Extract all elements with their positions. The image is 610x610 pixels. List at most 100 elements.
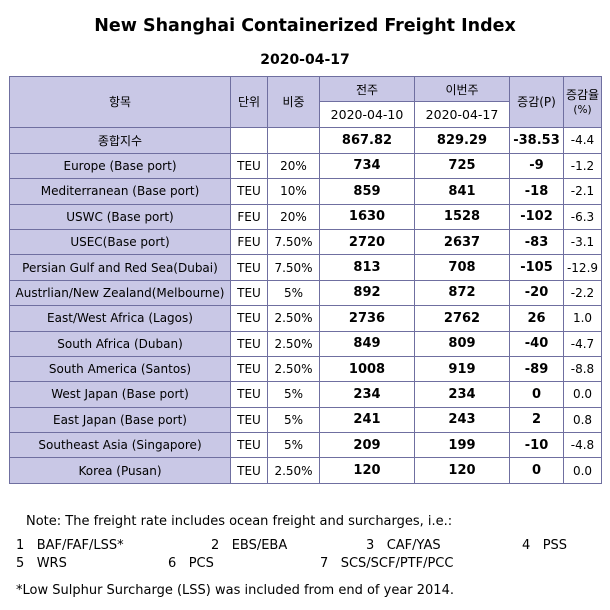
surcharge-num: 3 [366, 538, 375, 553]
route-curr: 872 [414, 279, 510, 307]
route-rate: -3.1 [563, 228, 602, 256]
route-unit: TEU [230, 330, 268, 357]
route-curr: 919 [414, 355, 510, 383]
route-curr: 1528 [414, 203, 510, 230]
note-text: Note: The freight rate includes ocean fr… [26, 514, 453, 529]
header-change-rate: 증감율 (%) [563, 76, 602, 128]
composite-rate: -4.4 [563, 126, 602, 154]
route-weight: 5% [267, 279, 320, 307]
route-weight: 5% [267, 406, 320, 434]
table-row: Persian Gulf and Red Sea(Dubai) TEU 7.50% 8… [9, 254, 602, 281]
route-unit: FEU [230, 203, 268, 230]
table-row: South Africa (Duban) TEU 2.50% 849 809 -40 -4.… [9, 330, 602, 357]
surcharge-num: 5 [16, 556, 25, 571]
composite-change: -38.53 [509, 126, 564, 154]
route-prev: 234 [319, 381, 415, 408]
route-unit: TEU [230, 305, 268, 332]
table-row: Europe (Base port) TEU 20% 734 725 -9 -1.2 [9, 152, 602, 180]
route-unit: TEU [230, 254, 268, 281]
surcharge-item: 5 WRS [16, 556, 67, 571]
route-change: 0 [509, 381, 564, 408]
route-unit: TEU [230, 457, 268, 484]
route-change: -40 [509, 330, 564, 357]
route-rate: -4.8 [563, 432, 602, 459]
route-weight: 2.50% [267, 457, 320, 484]
route-change: -89 [509, 355, 564, 383]
composite-prev: 867.82 [319, 126, 415, 154]
route-change: -102 [509, 203, 564, 230]
route-unit: TEU [230, 406, 268, 434]
route-change: -20 [509, 279, 564, 307]
route-rate: 0.0 [563, 381, 602, 408]
header-change-rate-line1: 증감율 [565, 88, 600, 103]
route-change: -10 [509, 432, 564, 459]
report-date: 2020-04-17 [260, 52, 350, 68]
table-row: Southeast Asia (Singapore) TEU 5% 209 199 -10… [9, 432, 602, 459]
route-rate: 0.8 [563, 406, 602, 434]
table-row: USEC(Base port) FEU 7.50% 2720 2637 -83 -3.1 [9, 228, 602, 256]
route-curr: 199 [414, 432, 510, 459]
route-rate: -1.2 [563, 152, 602, 180]
route-weight: 20% [267, 152, 320, 180]
composite-weight-empty [267, 127, 320, 154]
route-prev: 849 [319, 330, 415, 357]
surcharge-label: SCS/SCF/PTF/PCC [340, 556, 454, 571]
surcharge-label: CAF/YAS [386, 538, 441, 553]
route-curr: 2637 [414, 228, 510, 256]
header-row: 항목 단위 비중 전주 이번주 증감(P) 증감율 (%) [9, 75, 602, 128]
header-unit: 단위 [230, 76, 268, 128]
surcharge-label: BAF/FAF/LSS* [36, 538, 124, 553]
route-curr: 234 [414, 381, 510, 408]
table-row: USWC (Base port) FEU 20% 1630 1528 -102 -6.3 [9, 203, 602, 230]
route-prev: 734 [319, 152, 415, 180]
header-item: 항목 [9, 76, 231, 128]
route-change: 0 [509, 457, 564, 484]
route-name: Austrlian/New Zealand(Melbourne) [9, 279, 231, 307]
route-prev: 813 [319, 254, 415, 281]
composite-label: 종합지수 [9, 126, 231, 154]
route-unit: TEU [230, 178, 268, 205]
composite-unit-empty [230, 127, 268, 154]
route-prev: 2736 [319, 305, 415, 332]
route-rate: -2.2 [563, 279, 602, 307]
route-change: -83 [509, 228, 564, 256]
table-row: South America (Santos) TEU 2.50% 1008 919 -89… [9, 355, 602, 383]
page-title: New Shanghai Containerized Freight Index [94, 16, 516, 36]
route-name: USEC(Base port) [9, 228, 231, 256]
route-prev: 120 [319, 457, 415, 484]
route-curr: 809 [414, 330, 510, 357]
surcharge-item: 4 PSS [522, 538, 567, 553]
route-weight: 7.50% [267, 228, 320, 256]
route-weight: 2.50% [267, 330, 320, 357]
route-prev: 892 [319, 279, 415, 307]
header-prev-week: 전주 [319, 75, 415, 103]
route-name: Europe (Base port) [9, 152, 231, 180]
route-rate: -12.9 [563, 254, 602, 281]
table-row: East Japan (Base port) TEU 5% 241 243 2 0.8 [9, 406, 602, 434]
header-weight: 비중 [267, 76, 320, 128]
route-prev: 1630 [319, 203, 415, 230]
table-row: West Japan (Base port) TEU 5% 234 234 0 0.0 [9, 381, 602, 408]
route-prev: 209 [319, 432, 415, 459]
route-rate: 1.0 [563, 305, 602, 332]
route-weight: 5% [267, 432, 320, 459]
route-name: South Africa (Duban) [9, 330, 231, 357]
route-unit: TEU [230, 381, 268, 408]
route-weight: 2.50% [267, 305, 320, 332]
route-prev: 2720 [319, 228, 415, 256]
header-this-week: 이번주 [414, 75, 510, 103]
route-change: -9 [509, 152, 564, 180]
route-name: East/West Africa (Lagos) [9, 305, 231, 332]
route-rate: -2.1 [563, 178, 602, 205]
route-change: 2 [509, 406, 564, 434]
surcharge-num: 2 [211, 538, 220, 553]
route-unit: TEU [230, 279, 268, 307]
route-prev: 859 [319, 178, 415, 205]
surcharge-num: 7 [320, 556, 329, 571]
route-weight: 5% [267, 381, 320, 408]
route-name: USWC (Base port) [9, 203, 231, 230]
composite-row: 종합지수 867.82 829.29 -38.53 -4.4 [9, 126, 602, 154]
route-prev: 241 [319, 406, 415, 434]
header-prev-date: 2020-04-10 [319, 101, 415, 128]
surcharge-label: PCS [188, 556, 214, 571]
